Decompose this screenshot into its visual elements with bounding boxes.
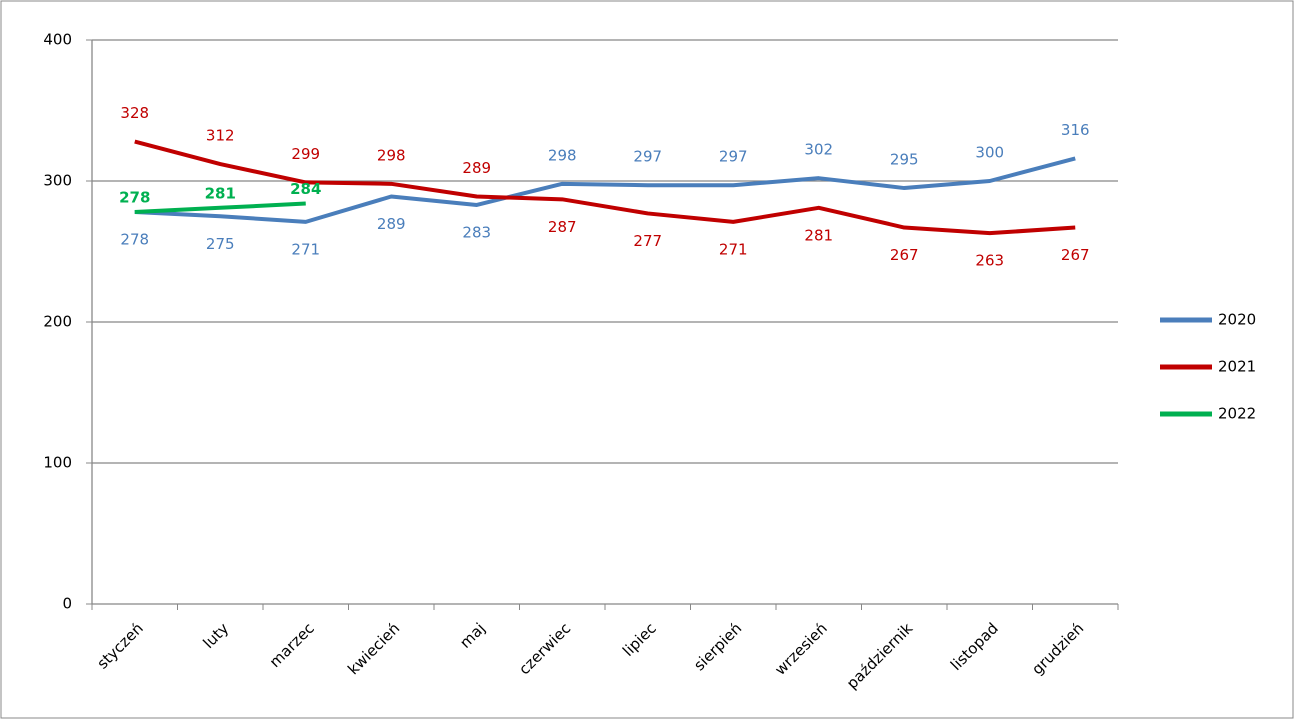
data-label: 328 — [120, 104, 149, 122]
series-line — [134, 201, 306, 215]
data-label: 295 — [890, 151, 919, 169]
data-label: 267 — [890, 246, 919, 264]
data-label: 298 — [377, 146, 406, 164]
data-label: 283 — [462, 223, 491, 241]
data-label: 316 — [1061, 121, 1090, 139]
data-label: 289 — [462, 159, 491, 177]
data-label: 297 — [719, 148, 748, 166]
data-label: 287 — [548, 218, 577, 236]
data-label: 271 — [291, 240, 320, 258]
y-tick-label: 200 — [43, 313, 72, 331]
data-label: 281 — [205, 184, 236, 202]
data-label: 312 — [206, 127, 235, 145]
y-tick-label: 300 — [43, 172, 72, 190]
series-line — [134, 139, 1076, 236]
legend-label: 2020 — [1218, 311, 1256, 329]
data-label: 284 — [290, 180, 321, 198]
y-tick-label: 100 — [43, 454, 72, 472]
y-tick-label: 0 — [62, 595, 72, 613]
data-label: 277 — [633, 232, 662, 250]
data-label: 275 — [206, 235, 235, 253]
data-label: 267 — [1061, 246, 1090, 264]
data-label: 302 — [804, 141, 833, 159]
y-tick-label: 400 — [43, 31, 72, 49]
data-label: 281 — [804, 226, 833, 244]
legend-label: 2022 — [1218, 405, 1256, 423]
data-label: 263 — [975, 252, 1004, 270]
data-label: 278 — [120, 231, 149, 249]
data-label: 289 — [377, 215, 406, 233]
data-label: 271 — [719, 240, 748, 258]
data-label: 298 — [548, 146, 577, 164]
series-line — [134, 156, 1076, 224]
legend-label: 2021 — [1218, 358, 1256, 376]
data-label: 299 — [291, 145, 320, 163]
data-label: 300 — [975, 144, 1004, 162]
data-label: 297 — [633, 148, 662, 166]
data-label: 278 — [119, 189, 150, 207]
